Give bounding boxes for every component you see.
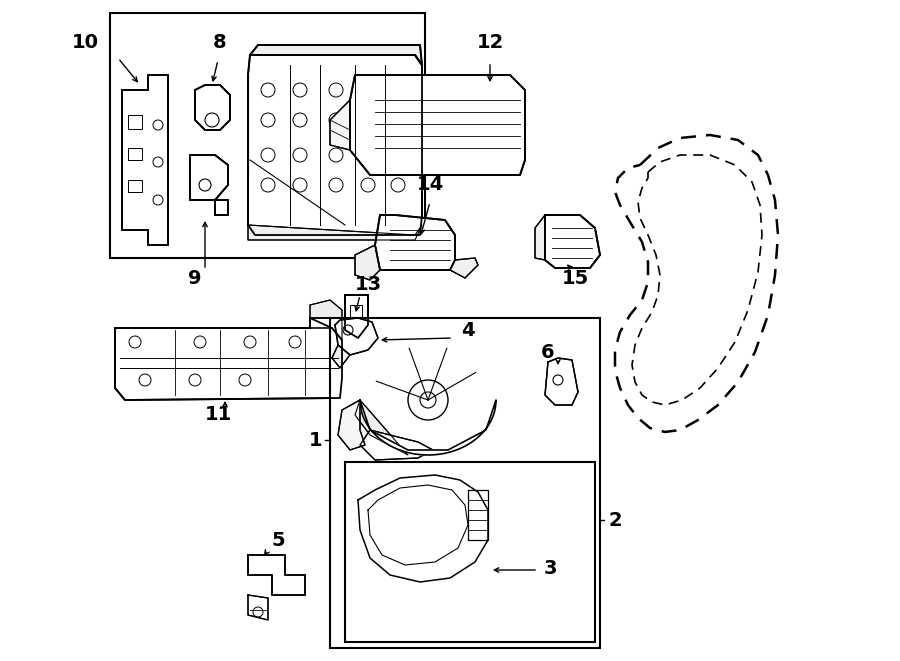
Polygon shape xyxy=(310,318,342,340)
Polygon shape xyxy=(115,318,342,400)
Polygon shape xyxy=(215,200,228,215)
Polygon shape xyxy=(335,318,378,355)
Text: 13: 13 xyxy=(355,276,382,295)
Bar xyxy=(128,180,142,192)
Polygon shape xyxy=(545,358,578,405)
Bar xyxy=(330,318,600,648)
Bar xyxy=(110,13,425,258)
Polygon shape xyxy=(250,45,422,65)
Polygon shape xyxy=(350,75,525,175)
Polygon shape xyxy=(332,345,350,368)
Polygon shape xyxy=(248,225,422,240)
Text: 2: 2 xyxy=(608,510,622,529)
Polygon shape xyxy=(375,215,455,270)
Polygon shape xyxy=(355,400,408,455)
Polygon shape xyxy=(360,430,433,460)
Bar xyxy=(345,462,595,642)
Polygon shape xyxy=(122,75,168,245)
Text: 9: 9 xyxy=(188,268,202,288)
Polygon shape xyxy=(535,215,545,260)
Text: 5: 5 xyxy=(271,531,284,549)
Polygon shape xyxy=(310,300,342,318)
Text: 11: 11 xyxy=(204,405,231,424)
Polygon shape xyxy=(368,485,468,565)
Text: 14: 14 xyxy=(417,176,444,194)
Bar xyxy=(128,115,142,129)
Polygon shape xyxy=(468,490,488,540)
Polygon shape xyxy=(330,100,350,150)
Polygon shape xyxy=(248,555,305,595)
Text: 12: 12 xyxy=(476,32,504,52)
Polygon shape xyxy=(360,400,496,455)
Polygon shape xyxy=(355,245,380,280)
Text: 8: 8 xyxy=(213,32,227,52)
Polygon shape xyxy=(358,475,488,582)
Text: 10: 10 xyxy=(71,32,98,52)
Polygon shape xyxy=(248,55,422,235)
Polygon shape xyxy=(190,155,228,200)
Text: 4: 4 xyxy=(461,321,475,340)
Polygon shape xyxy=(345,295,368,338)
Text: 6: 6 xyxy=(541,342,554,362)
Bar xyxy=(350,305,362,319)
Text: 15: 15 xyxy=(562,268,589,288)
Text: 1: 1 xyxy=(309,430,322,449)
Polygon shape xyxy=(450,258,478,278)
Polygon shape xyxy=(195,85,230,130)
Polygon shape xyxy=(545,215,600,268)
Text: 3: 3 xyxy=(544,559,557,578)
Bar xyxy=(128,148,142,160)
Polygon shape xyxy=(248,595,268,620)
Polygon shape xyxy=(338,400,365,450)
